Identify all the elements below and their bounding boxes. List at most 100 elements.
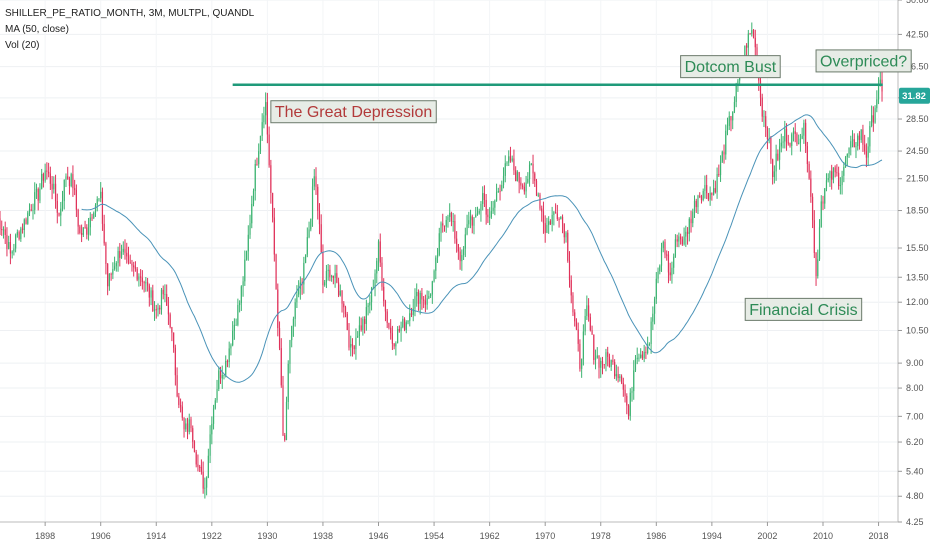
x-tick-label: 1978	[591, 531, 611, 541]
candle-body	[846, 154, 848, 157]
candle-body	[317, 186, 319, 211]
candle-body	[650, 321, 652, 345]
candle-body	[784, 128, 786, 142]
candle-body	[322, 252, 324, 286]
candle-body	[487, 214, 489, 218]
candle-body	[179, 404, 182, 407]
annotation-callout[interactable]: The Great Depression	[270, 100, 437, 124]
candle-body	[81, 233, 83, 235]
candle-body	[343, 303, 345, 308]
candle-body	[759, 80, 762, 98]
candle-body	[678, 236, 680, 242]
y-axis: 50.0042.5036.5031.5028.5024.5021.5018.50…	[897, 0, 929, 527]
candle-body	[37, 188, 39, 201]
candle-body	[195, 452, 197, 465]
candle-body	[799, 138, 802, 143]
candle-body	[13, 248, 15, 252]
candle-body	[87, 227, 90, 235]
candle-body	[339, 290, 341, 296]
candle-body	[367, 305, 369, 308]
candle-body	[429, 294, 432, 297]
candle-body	[110, 273, 112, 275]
candle-body	[259, 135, 262, 152]
candle-body	[525, 182, 527, 192]
candle-body	[214, 400, 216, 409]
x-tick-label: 1962	[480, 531, 500, 541]
candle-body	[659, 265, 661, 272]
candle-body	[581, 358, 583, 369]
candle-body	[18, 232, 20, 239]
candle-body	[146, 282, 149, 286]
candle-body	[285, 401, 288, 441]
candle-body	[522, 185, 524, 187]
candle-body	[858, 135, 861, 140]
price-tag-label: 31.82	[902, 91, 926, 102]
candle-body	[704, 185, 706, 191]
ma-indicator-label[interactable]: MA (50, close)	[5, 24, 69, 35]
candle-body	[518, 172, 520, 183]
candle-body	[456, 238, 458, 245]
candle-body	[407, 320, 409, 323]
candle-body	[695, 200, 697, 208]
candle-body	[464, 234, 466, 249]
candle-body	[113, 266, 116, 269]
volume-indicator-label[interactable]: Vol (20)	[5, 40, 40, 51]
annotation-callout[interactable]: Financial Crisis	[744, 297, 863, 321]
candle-body	[471, 216, 473, 226]
candle-body	[555, 212, 557, 214]
annotation-callout[interactable]: Overpriced?	[815, 49, 912, 73]
y-tick-label: 15.50	[906, 243, 929, 253]
annotation-text: Dotcom Bust	[685, 59, 777, 76]
candle-body	[671, 267, 673, 276]
candle-body	[325, 271, 328, 283]
candle-body	[839, 185, 841, 187]
candle-body	[426, 298, 428, 305]
candle-body	[537, 194, 539, 196]
candle-body	[23, 219, 25, 230]
candle-body	[803, 122, 805, 136]
candle-body	[25, 219, 27, 224]
candle-body	[817, 259, 819, 277]
candle-body	[461, 255, 463, 262]
candle-body	[261, 122, 263, 136]
candle-body	[237, 304, 239, 325]
annotation-callout[interactable]: Dotcom Bust	[680, 55, 781, 79]
candle-body	[0, 218, 1, 230]
candle-body	[419, 292, 421, 304]
candle-body	[596, 355, 598, 358]
candle-body	[867, 146, 869, 158]
candle-body	[855, 146, 857, 148]
candle-body	[9, 241, 12, 254]
candle-body	[544, 223, 546, 233]
candle-body	[737, 80, 739, 86]
candle-body	[364, 319, 366, 324]
candle-body	[832, 167, 835, 180]
candle-body	[655, 278, 657, 299]
candle-body	[44, 170, 46, 181]
candle-body	[93, 212, 95, 218]
candle-body	[173, 332, 175, 348]
annotation-text: Financial Crisis	[749, 302, 857, 319]
candle-body	[263, 115, 265, 123]
candle-body	[702, 190, 704, 201]
candle-body	[447, 216, 449, 220]
candle-body	[773, 171, 775, 178]
candle-body	[445, 219, 447, 227]
candle-body	[337, 282, 340, 296]
candle-body	[107, 263, 109, 287]
candle-body	[652, 313, 654, 322]
candle-body	[791, 134, 793, 146]
candle-body	[101, 191, 104, 224]
candle-body	[841, 175, 843, 186]
candle-body	[598, 355, 600, 368]
candle-body	[745, 45, 748, 48]
candle-body	[853, 139, 855, 148]
candle-body	[405, 322, 407, 330]
candle-body	[119, 250, 121, 258]
candle-body	[416, 292, 418, 297]
candle-body	[143, 282, 145, 284]
candle-body	[584, 315, 586, 332]
candle-body	[376, 260, 378, 274]
price-tag-box	[899, 87, 930, 104]
